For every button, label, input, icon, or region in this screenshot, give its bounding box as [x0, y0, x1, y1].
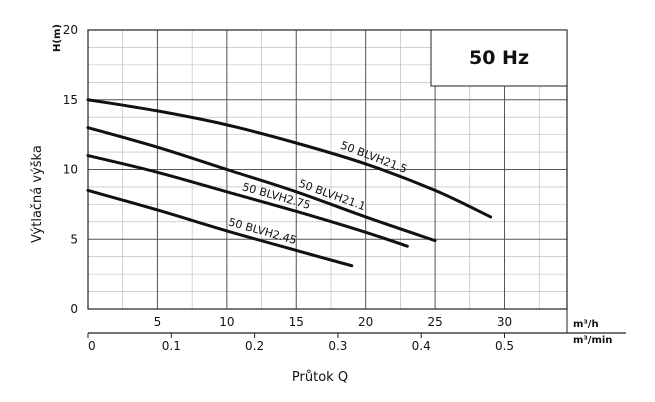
series-line-3: [86, 188, 354, 268]
y-axis-title: Výtlačná výška: [30, 145, 45, 243]
y-tick-label: 10: [63, 163, 78, 177]
x-primary-tick-label: 25: [427, 315, 442, 329]
x-secondary-tick-label: 0.3: [328, 339, 347, 353]
series-line-2: [86, 154, 409, 248]
axes: [87, 29, 626, 338]
tick-labels: 0 5 10 15 20 5 10 15 20 25 30 0 0.1 0.2 0.3 0.4 0.5: [63, 23, 514, 353]
y-tick-label: 15: [63, 93, 78, 107]
x-primary-tick-label: 30: [497, 315, 512, 329]
y-tick-label: 5: [70, 232, 78, 246]
x-secondary-tick-label: 0: [88, 339, 96, 353]
plot-frame: [87, 29, 568, 310]
x-axis-title: Průtok Q: [292, 370, 348, 385]
x-secondary-tick-label: 0.1: [162, 339, 181, 353]
x-primary-tick-label: 10: [219, 315, 234, 329]
y-axis-unit-label: H(m): [52, 24, 63, 52]
x-secondary-tick-label: 0.5: [495, 339, 514, 353]
series-line-0: [86, 98, 493, 219]
x-primary-tick-label: 5: [154, 315, 162, 329]
x-secondary-tick-label: 0.2: [245, 339, 264, 353]
series-line-1: [86, 126, 437, 243]
x-axis-secondary-unit: m³/min: [573, 335, 612, 346]
x-axis-primary-unit: m³/h: [573, 319, 599, 330]
frequency-label: 50 Hz: [469, 47, 529, 69]
y-tick-label: 0: [70, 302, 78, 316]
x-primary-tick-label: 15: [289, 315, 304, 329]
frequency-box: [430, 29, 568, 87]
x-primary-tick-label: 20: [358, 315, 373, 329]
x-secondary-tick-label: 0.4: [412, 339, 431, 353]
y-tick-label: 20: [63, 23, 78, 37]
